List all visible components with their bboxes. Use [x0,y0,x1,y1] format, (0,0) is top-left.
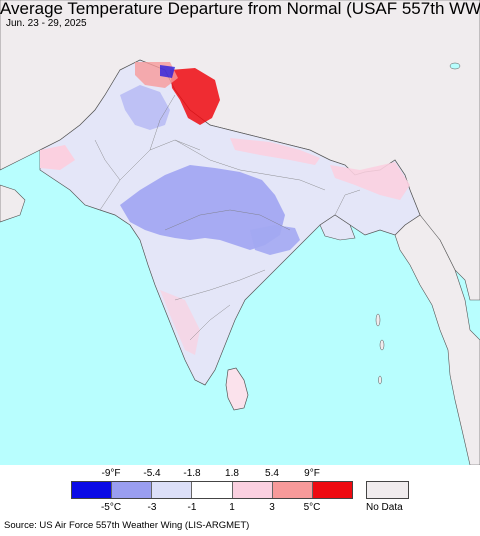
legend-c-tick: -3 [147,502,157,513]
legend-bin [232,482,273,498]
map-title: Average Temperature Departure from Norma… [0,0,480,18]
andaman-islands [375,313,385,385]
warm-anomaly-kashmir [170,68,220,125]
legend-bin [192,482,233,498]
no-data-label: No Data [366,502,403,513]
legend-c-tick: 1 [229,502,235,513]
legend-c-tick: -5°C [100,502,122,513]
legend-bin [312,482,352,498]
legend-color-bar [71,481,353,499]
warm-anomaly-northeast [330,162,410,200]
legend-c-tick: 3 [269,502,275,513]
bangladesh-coast [319,214,356,241]
sri-lanka [225,367,249,411]
legend-c-tick: 5°C [303,502,321,513]
legend-bin [112,482,153,498]
cool-anomaly-east [250,225,300,255]
admin-borders [94,94,361,341]
lake-marker [449,62,461,70]
cold-spot-north [160,65,175,78]
legend-f-tick: 5.4 [265,468,279,479]
legend-c-tick: -1 [187,502,197,513]
temperature-departure-map [0,0,480,465]
source-credit: Source: US Air Force 557th Weather Wing … [4,520,250,531]
cool-anomaly-north [120,85,170,130]
no-data-swatch [366,481,409,499]
no-data-land-southeast [394,214,480,465]
cool-anomaly-central [120,165,285,250]
legend-bin [152,482,193,498]
legend-f-tick: 1.8 [225,468,239,479]
legend-bin [272,482,313,498]
legend-bin [72,482,113,498]
date-range: Jun. 23 - 29, 2025 [6,18,87,29]
legend-f-tick: 9°F [304,468,320,479]
legend: -9°F -5.4 -1.8 1.8 5.4 9°F -5°C -3 -1 1 … [0,465,480,518]
warm-anomaly-pakistan-west [40,145,75,170]
legend-f-tick: -5.4 [143,468,161,479]
no-data-land-west [0,184,26,223]
warm-anomaly-nepal [230,138,320,165]
legend-f-tick: -9°F [101,468,121,479]
legend-f-tick: -1.8 [183,468,201,479]
warm-anomaly-south [160,290,200,355]
